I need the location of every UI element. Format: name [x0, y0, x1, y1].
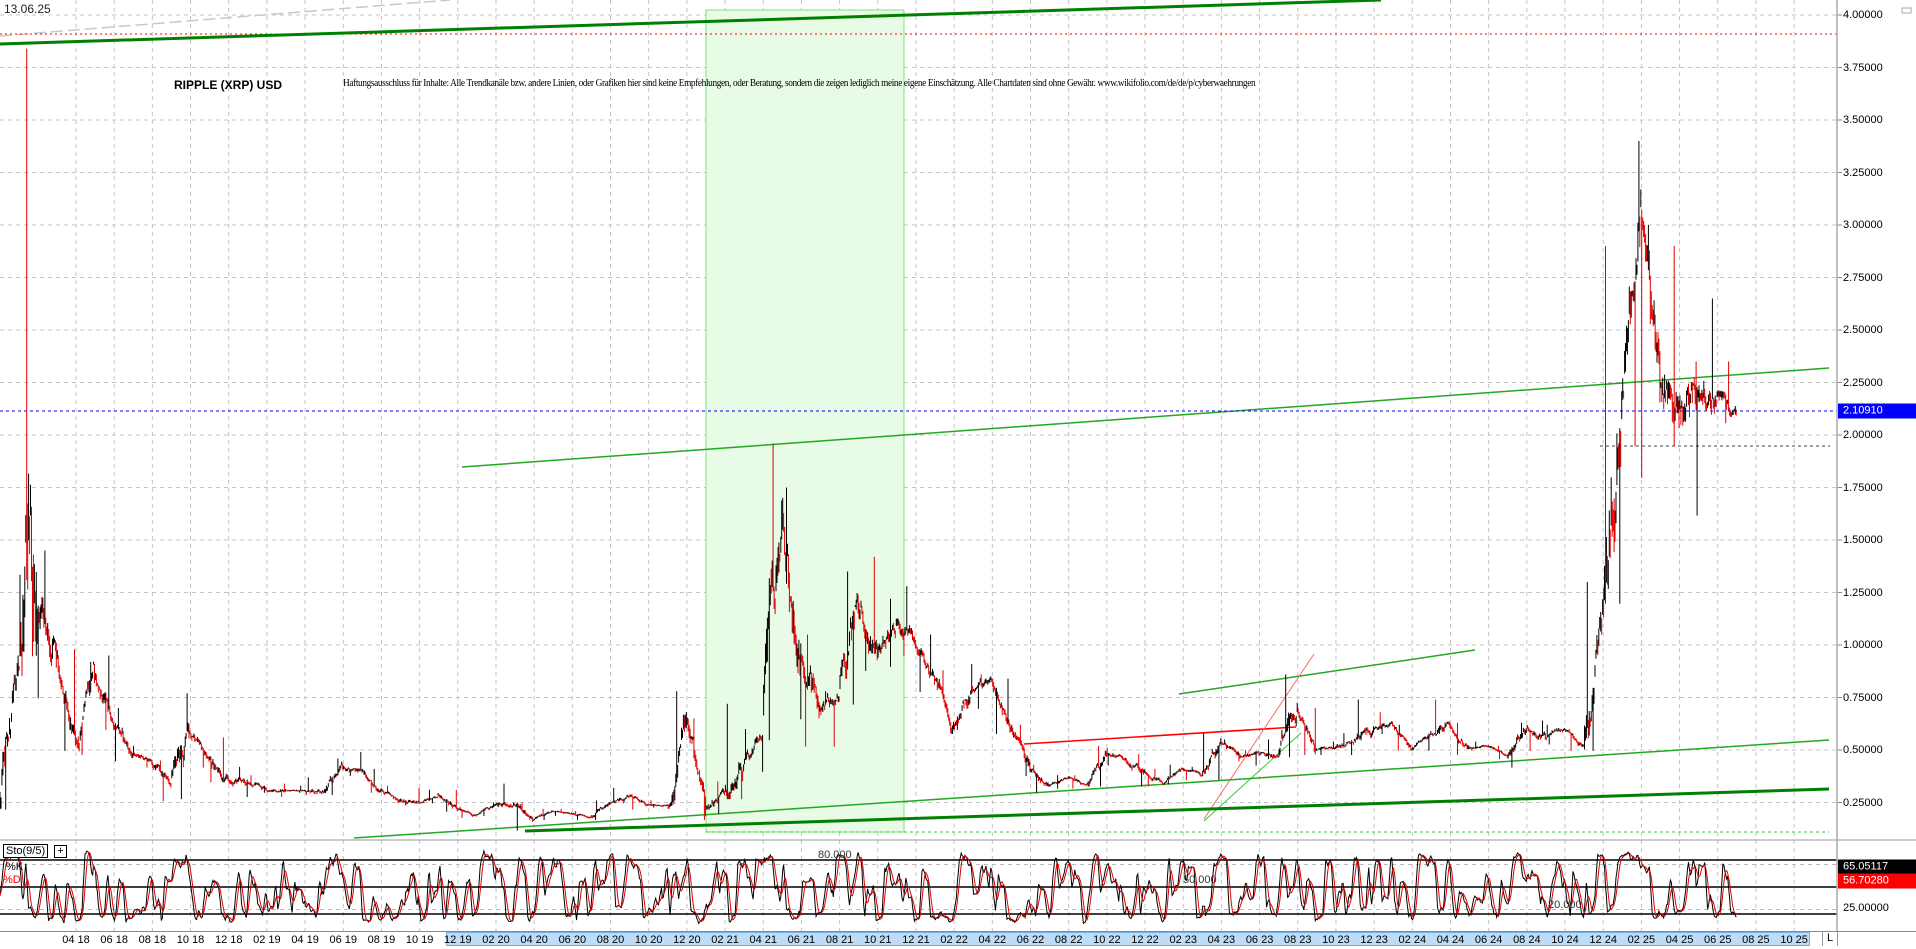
x-tick-label: 10 25: [1780, 934, 1808, 946]
x-tick-label: 06 20: [558, 934, 587, 946]
x-tick-label: 02 22: [940, 934, 968, 946]
x-tick-label: 12 21: [902, 934, 930, 946]
x-tick-label: 10 19: [405, 934, 434, 946]
x-tick-label: 06 24: [1474, 934, 1503, 946]
green-channel-lower: [353, 739, 1830, 839]
x-tick-label: 12 18: [214, 934, 243, 946]
current-price-tag: 2.10910: [1838, 403, 1916, 419]
x-tick-label: 04 22: [978, 934, 1007, 946]
grey-dashed-trendline: [0, 0, 451, 37]
y-tick-label: 1.50000: [1843, 534, 1883, 546]
x-tick-label: 04 25: [1665, 934, 1694, 946]
x-tick-label: 06 22: [1016, 934, 1045, 946]
x-tick-label: 06 19: [329, 934, 358, 946]
plot-area: [0, 0, 1837, 838]
x-tick-label: 08 18: [138, 934, 167, 946]
x-tick-label: 02 23: [1169, 934, 1197, 946]
y-tick-label: 2.75000: [1843, 271, 1883, 284]
stoch-d-value: 56.70280: [1838, 873, 1916, 889]
time-axis-highlight: [446, 932, 1810, 946]
stoch-levels: [0, 859, 1837, 915]
x-tick-label: 08 20: [596, 934, 625, 946]
x-tick-label: 12 24: [1589, 934, 1617, 946]
x-tick-label: 06 23: [1245, 934, 1274, 946]
y-tick-label: 1.00000: [1843, 639, 1883, 651]
x-tick-label: 10 22: [1093, 934, 1121, 946]
y-tick-label: 1.75000: [1843, 481, 1883, 494]
green-diagonal-line: [1203, 732, 1302, 822]
green-upper-trendline: [0, 0, 1382, 46]
y-tick-label: 2.25000: [1843, 376, 1883, 389]
x-tick-label: 04 19: [291, 934, 319, 946]
x-tick-label: 08 19: [367, 934, 396, 946]
highlight-zone: [705, 9, 905, 833]
y-tick-label: 0.25000: [1843, 796, 1883, 809]
stoch-lines: [0, 849, 1737, 925]
x-tick-label: 06 25: [1703, 934, 1732, 946]
stoch-indicator-button[interactable]: Sto(9/5): [3, 844, 49, 858]
stoch-d-line: [0, 852, 1737, 922]
x-tick-label: 02 24: [1398, 934, 1427, 946]
stoch-axis-label: 25.00000: [1843, 902, 1889, 914]
x-tick-label: 12 22: [1131, 934, 1159, 946]
stoch-k-value: 65.05117: [1838, 859, 1916, 875]
disclaimer-text: Haftungsausschluss für Inhalte: Alle Tre…: [343, 78, 1256, 89]
x-tick-label: 10 18: [176, 934, 205, 946]
green-short-trendline: [1178, 649, 1476, 695]
y-tick-label: 2.00000: [1843, 429, 1883, 441]
chart-title: RIPPLE (XRP) USD: [174, 78, 283, 92]
y-tick-label: 0.50000: [1843, 744, 1883, 756]
y-tick-label: 0.75000: [1843, 691, 1883, 704]
green-support-trendline: [524, 787, 1830, 833]
x-tick-label: 08 22: [1054, 934, 1083, 946]
x-tick-label: 08 24: [1513, 934, 1541, 946]
x-tick-label: 10 24: [1551, 934, 1579, 946]
stoch-d-legend: %D: [3, 874, 21, 886]
x-tick-label: 10 20: [634, 934, 663, 946]
x-tick-label: 04 20: [520, 934, 548, 946]
collapse-icon[interactable]: [1901, 7, 1912, 14]
stoch-k-line: [0, 849, 1737, 925]
x-tick-label: 08 25: [1742, 934, 1770, 946]
x-tick-label: 02 25: [1627, 934, 1656, 946]
x-tick-label: 04 24: [1436, 934, 1465, 946]
x-tick-label: 04 21: [749, 934, 777, 946]
red-short-trendline: [1023, 726, 1297, 745]
y-tick-label: 1.25000: [1843, 586, 1883, 599]
x-tick-label: 02 21: [711, 934, 739, 946]
x-tick-label: 02 20: [482, 934, 510, 946]
green-channel-upper: [461, 367, 1830, 468]
x-tick-label: 08 21: [825, 934, 854, 946]
level-80-label: 80.000: [818, 849, 852, 861]
level-20-label: 20.000: [1548, 899, 1582, 911]
x-tick-label: 06 21: [787, 934, 816, 946]
y-tick-label: 3.50000: [1843, 114, 1883, 126]
x-tick-label: 06 18: [100, 934, 128, 946]
price-bars: [0, 48, 1737, 831]
x-tick-label: 10 23: [1322, 934, 1350, 946]
level-50-label: 50.000: [1183, 874, 1217, 886]
y-tick-label: 3.75000: [1843, 61, 1883, 74]
stoch-k-legend: %K: [6, 861, 24, 873]
add-indicator-icon[interactable]: +: [54, 845, 67, 858]
red-diagonal-line: [1203, 653, 1315, 820]
x-tick-label: 10 21: [864, 934, 892, 946]
log-scale-button[interactable]: L: [1822, 932, 1838, 946]
y-tick-label: 2.50000: [1843, 324, 1883, 336]
x-tick-label: 12 19: [444, 934, 472, 946]
x-tick-label: 04 23: [1207, 934, 1236, 946]
x-tick-label: 08 23: [1283, 934, 1312, 946]
y-tick-label: 4.00000: [1843, 9, 1883, 21]
y-tick-label: 3.00000: [1843, 219, 1883, 231]
y-tick-label: 3.25000: [1843, 166, 1883, 179]
x-tick-label: 04 18: [62, 934, 90, 946]
x-tick-label: 12 23: [1360, 934, 1388, 946]
x-tick-label: 02 19: [253, 934, 281, 946]
x-tick-label: 12 20: [673, 934, 701, 946]
date-label: 13.06.25: [4, 2, 51, 16]
